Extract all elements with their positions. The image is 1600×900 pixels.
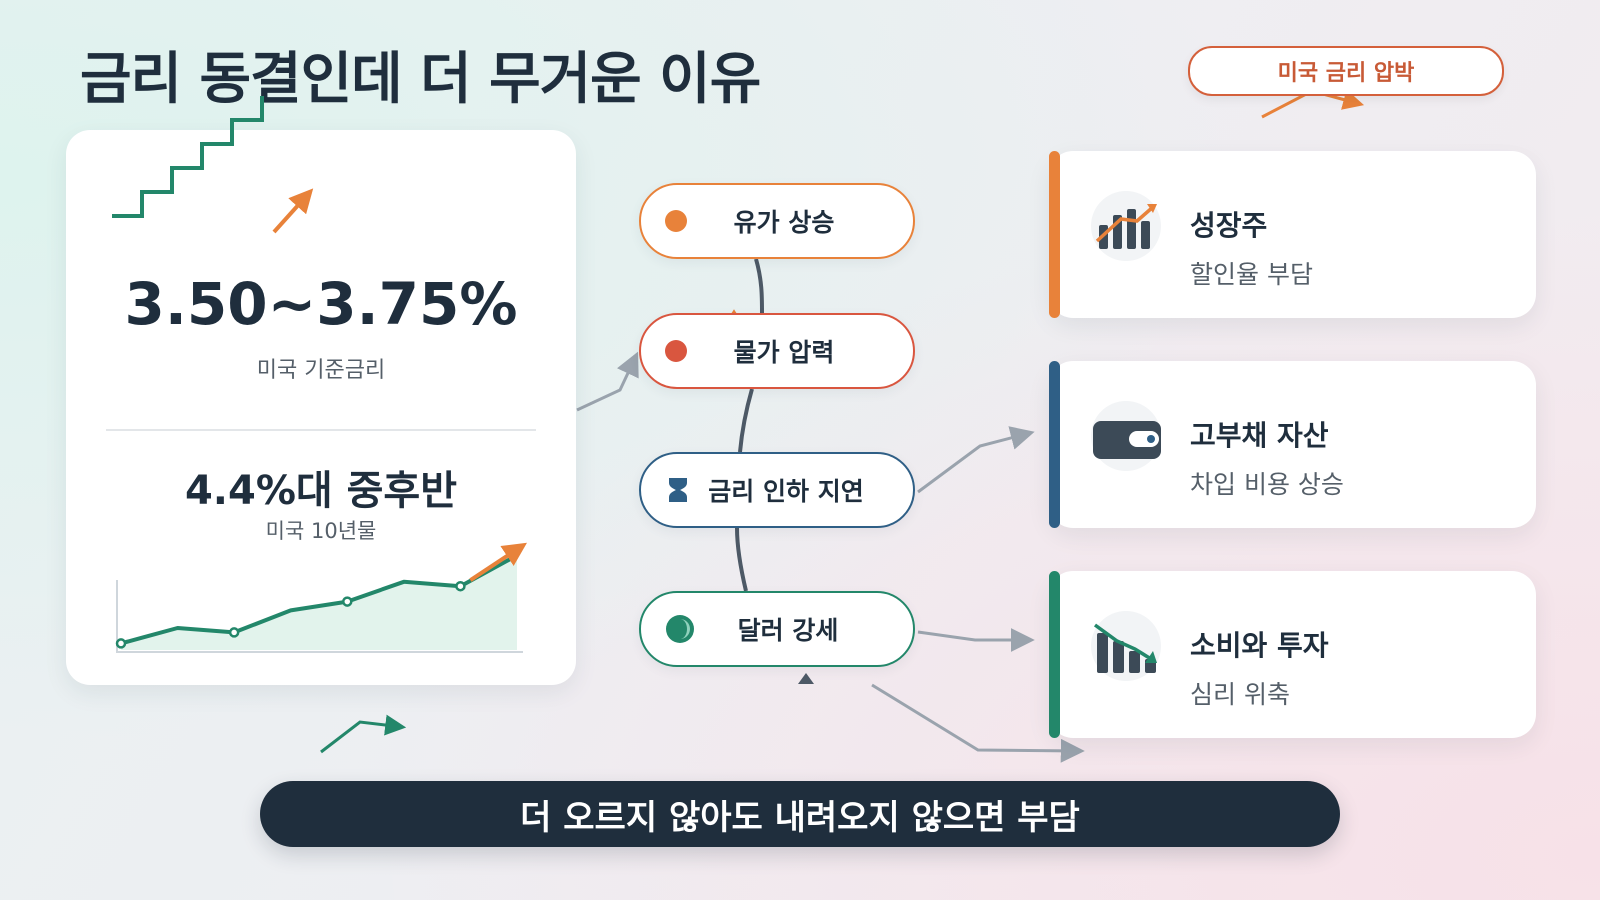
impact-title: 성장주 (1190, 209, 1268, 242)
factor-inflation-pressure: 물가 압력 (639, 313, 915, 389)
bottom-conclusion-banner: 더 오르지 않아도 내려오지 않으면 부담 (260, 781, 1340, 847)
treasury-yield-label: 미국 10년물 (265, 519, 377, 543)
arrow-delay-to-debt (917, 426, 1035, 494)
accent-bar (1049, 151, 1060, 318)
factor-label: 달러 강세 (737, 616, 839, 645)
impact-subtitle: 심리 위축 (1190, 680, 1290, 709)
hourglass-icon (665, 476, 691, 504)
treasury-yield-value: 4.4%대 중후반 (184, 468, 458, 514)
rate-card: 3.50~3.75% 미국 기준금리 4.4%대 중후반 미국 10년물 (66, 130, 576, 685)
factor-rate-cut-delay: 금리 인하 지연 (639, 452, 915, 528)
factor-label: 금리 인하 지연 (708, 477, 864, 506)
deco-green-arrow (320, 714, 407, 754)
impact-card-consumption-investment: 소비와 투자 심리 위축 (1049, 571, 1536, 738)
page-title: 금리 동결인데 더 무거운 이유 (80, 47, 761, 112)
chain-line-2 (738, 388, 754, 453)
arrow-dollar-to-consumption (917, 628, 1035, 652)
rising-bar-chart-icon (1091, 191, 1161, 261)
factor-label: 물가 압력 (733, 338, 835, 367)
orange-dot-icon (665, 210, 687, 232)
impact-subtitle: 할인율 부담 (1190, 260, 1313, 289)
red-dot-icon (665, 340, 687, 362)
card-divider (106, 429, 536, 431)
wallet-icon (1091, 401, 1161, 471)
accent-bar (1049, 571, 1060, 738)
factor-oil-price-up: 유가 상승 (639, 183, 915, 259)
factor-label: 유가 상승 (733, 208, 835, 237)
dollar-coin-icon (665, 614, 695, 644)
impact-card-leveraged-assets: 고부채 자산 차입 비용 상승 (1049, 361, 1536, 528)
policy-rate-value: 3.50~3.75% (124, 270, 518, 338)
impact-subtitle: 차입 비용 상승 (1190, 470, 1344, 499)
falling-bar-chart-icon (1091, 611, 1161, 681)
impact-title: 소비와 투자 (1190, 629, 1329, 662)
chain-line-3 (735, 527, 748, 592)
chain-line-1 (754, 258, 764, 314)
impact-title: 고부채 자산 (1190, 419, 1329, 452)
impact-card-growth-stocks: 성장주 할인율 부담 (1049, 151, 1536, 318)
policy-rate-label: 미국 기준금리 (256, 358, 386, 383)
accent-bar (1049, 361, 1060, 528)
small-up-tick (798, 673, 814, 684)
arrow-card-to-factors (576, 351, 639, 412)
pressure-badge: 미국 금리 압박 (1188, 46, 1504, 96)
factor-strong-dollar: 달러 강세 (639, 591, 915, 667)
